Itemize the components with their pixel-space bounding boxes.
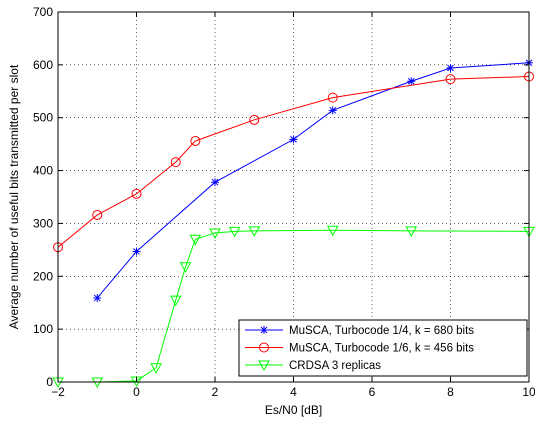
y-tick-label: 100 — [33, 322, 53, 336]
data-point — [179, 262, 192, 273]
legend-label: MuSCA, Turbocode 1/4, k = 680 bits — [289, 325, 474, 337]
legend-item: MuSCA, Turbocode 1/4, k = 680 bits — [245, 325, 474, 337]
x-axis-label: Es/N0 [dB] — [265, 403, 322, 417]
data-point — [405, 226, 418, 237]
y-tick-label: 700 — [33, 5, 53, 19]
data-point — [130, 376, 143, 387]
data-point — [170, 157, 181, 168]
data-point — [92, 209, 103, 220]
data-point — [150, 363, 162, 374]
x-tick-label: 0 — [133, 385, 140, 399]
legend-label: MuSCA, Turbocode 1/6, k = 456 bits — [289, 343, 474, 355]
x-tick-label: 4 — [290, 385, 297, 399]
x-tick-label: 6 — [369, 385, 376, 399]
data-point — [190, 135, 201, 146]
series-line — [96, 62, 530, 299]
legend-box — [238, 319, 528, 377]
y-tick-label: 500 — [33, 111, 53, 125]
series-1 — [93, 58, 533, 302]
legend: MuSCA, Turbocode 1/4, k = 680 bits MuSCA,… — [238, 319, 528, 377]
y-tick-label: 200 — [33, 269, 53, 283]
x-tick-label: 8 — [447, 385, 454, 399]
legend-item: MuSCA, Turbocode 1/6, k = 456 bits — [245, 342, 474, 355]
data-point — [260, 326, 268, 334]
data-point — [258, 360, 270, 372]
data-point — [131, 188, 142, 199]
series-line — [57, 75, 530, 248]
legend-item: CRDSA 3 replicas — [245, 360, 381, 372]
data-point — [326, 225, 339, 237]
data-point — [189, 234, 202, 246]
data-point — [259, 342, 269, 353]
y-tick-label: 600 — [33, 58, 53, 72]
x-tick-label: 10 — [522, 385, 535, 399]
data-point — [132, 247, 141, 256]
data-point — [328, 106, 337, 115]
y-tick-label: 300 — [33, 216, 53, 230]
legend-label: CRDSA 3 replicas — [289, 360, 381, 372]
y-axis-label: Average number of useful bits transmitte… — [7, 64, 21, 329]
y-tick-label: 0 — [46, 375, 53, 389]
data-point — [228, 226, 241, 238]
data-point — [93, 293, 102, 302]
data-point — [248, 226, 261, 237]
x-tick-label: 2 — [212, 385, 219, 399]
data-point — [445, 74, 456, 85]
data-point — [249, 114, 260, 125]
y-tick-label: 400 — [33, 164, 53, 178]
data-point — [169, 295, 182, 307]
data-point — [209, 228, 221, 239]
data-point — [211, 178, 219, 187]
data-point — [327, 92, 338, 103]
data-point — [289, 135, 298, 144]
data-point — [407, 77, 416, 86]
data-point — [446, 64, 455, 73]
x-tick-label: −2 — [51, 385, 65, 399]
